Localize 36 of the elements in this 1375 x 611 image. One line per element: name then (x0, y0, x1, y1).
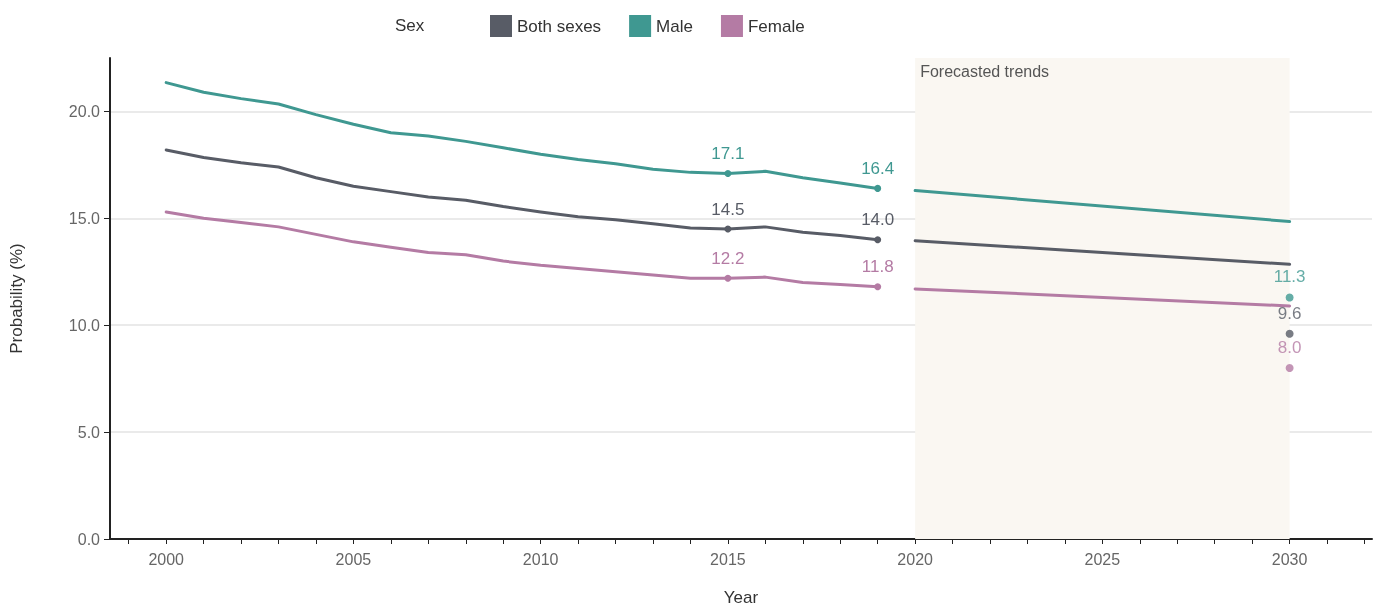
data-label: 11.8 (861, 257, 894, 277)
point (874, 236, 882, 244)
x-tick-label: 2015 (710, 550, 746, 568)
point (724, 274, 732, 282)
point (1285, 363, 1294, 372)
legend-label: Male (656, 16, 693, 36)
y-tick-label: 10.0 (68, 316, 101, 334)
point (874, 184, 882, 192)
point (1285, 329, 1294, 338)
x-axis-title: Year (723, 588, 759, 607)
x-tick-label: 2005 (335, 550, 372, 568)
x-tick-label: 2010 (522, 550, 559, 568)
data-label: 14.0 (861, 210, 895, 230)
legend-label: Female (747, 16, 805, 36)
x-tick-label: 2030 (1271, 550, 1308, 568)
y-axis-title: Probability (%) (7, 243, 26, 354)
data-label: 11.3 (1273, 267, 1306, 287)
data-label: 9.6 (1277, 303, 1302, 323)
data-label: 14.5 (711, 199, 745, 219)
point (724, 169, 732, 177)
x-tick-label: 2025 (1084, 550, 1121, 568)
y-tick-label: 5.0 (77, 423, 101, 441)
x-tick-label: 2020 (897, 550, 934, 568)
point (1285, 293, 1294, 302)
legend-title: Sex (395, 16, 425, 35)
y-tick-label: 0.0 (77, 530, 101, 548)
data-label: 16.4 (861, 158, 895, 178)
y-tick-label: 15.0 (68, 209, 101, 227)
data-label: 12.2 (711, 248, 745, 268)
band-label: Forecasted trends (920, 62, 1050, 80)
legend-label: Both sexes (517, 16, 602, 36)
y-tick-label: 20.0 (68, 102, 101, 120)
data-label: 17.1 (711, 143, 745, 163)
x-tick-label: 2000 (148, 550, 185, 568)
data-label: 8.0 (1277, 337, 1302, 357)
point (874, 283, 882, 291)
